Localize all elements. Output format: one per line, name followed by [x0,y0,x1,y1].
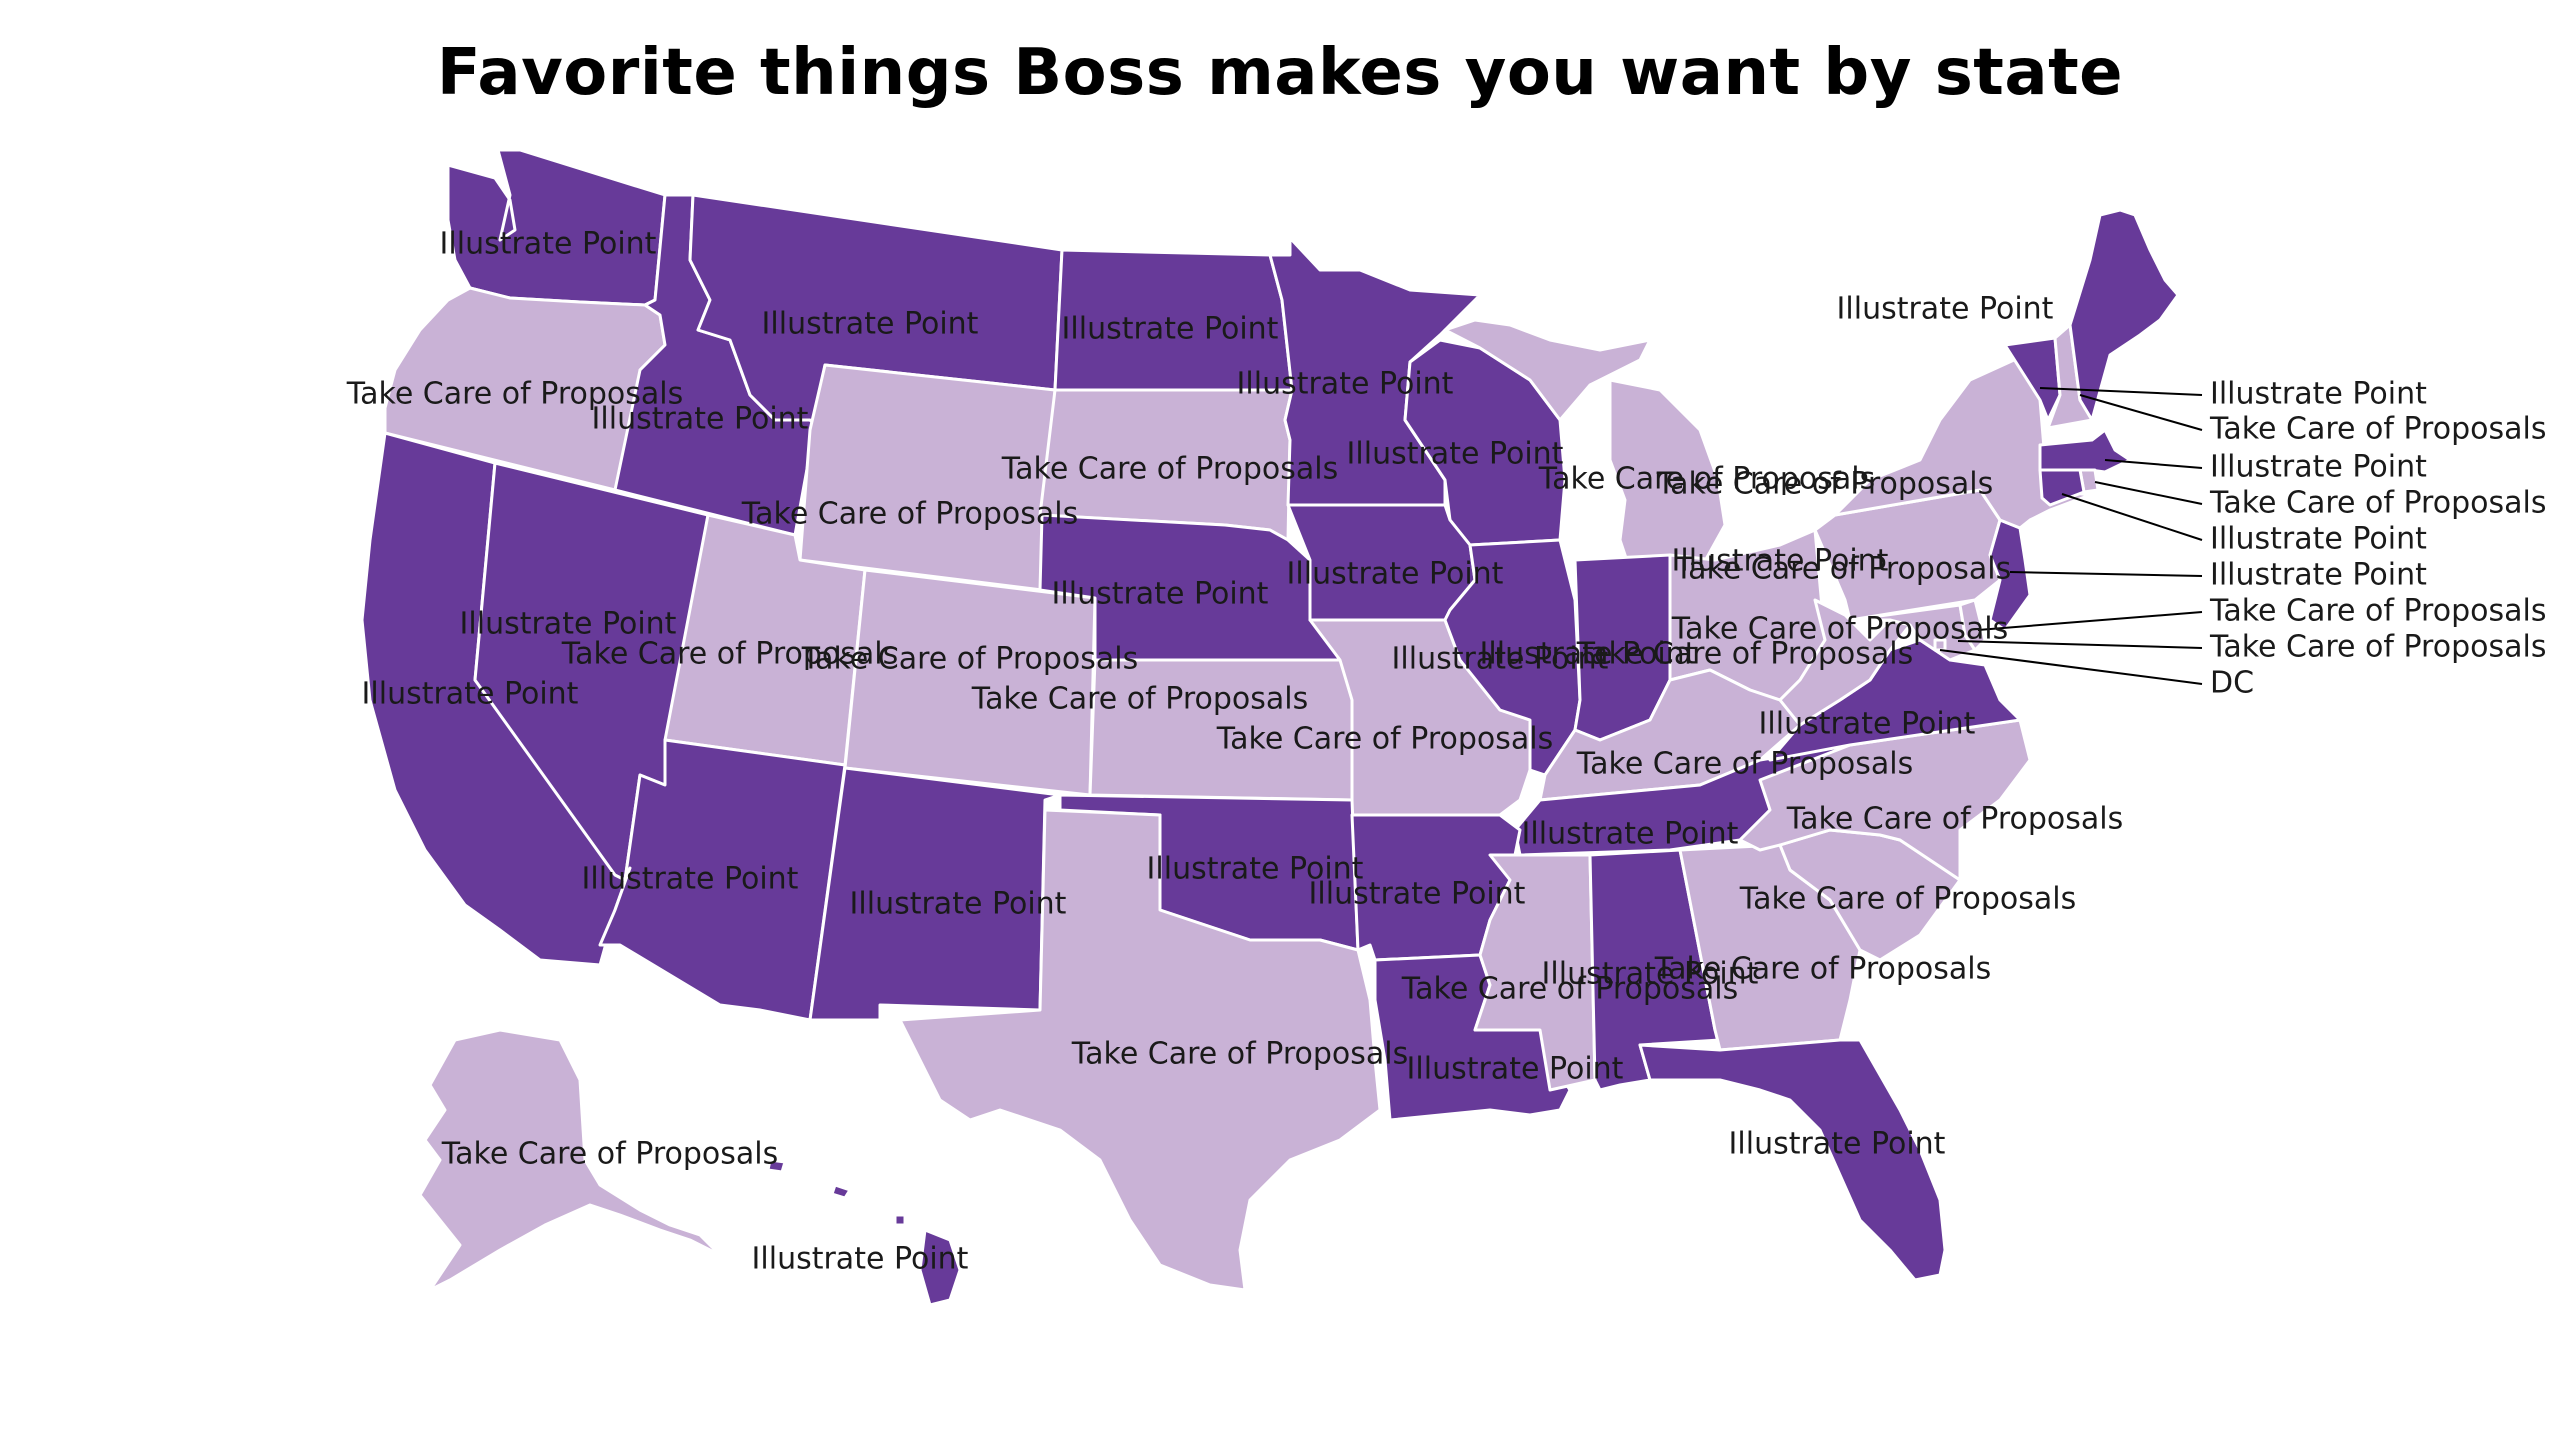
state-label-hi: Illustrate Point [752,1242,969,1277]
state-label-oh: Take Care of Proposals [1576,637,1913,672]
state-label-ak: Take Care of Proposals [441,1137,778,1172]
callout-line-de [1977,611,2203,631]
callout-label-ma: Illustrate Point [2210,450,2427,485]
callout-lines [1939,387,2203,685]
state-label-ca: Illustrate Point [362,677,579,712]
state-ma[interactable] [2038,428,2132,474]
state-label-ks: Take Care of Proposals [971,682,1308,717]
state-nj[interactable] [1988,518,2032,632]
state-label-ky: Take Care of Proposals [1576,747,1913,782]
state-shapes [360,148,2180,1307]
callout-label-ri: Take Care of Proposals [2209,486,2546,521]
state-label-wv: Take Care of Proposals [1671,612,2008,647]
state-label-tx: Take Care of Proposals [1071,1037,1408,1072]
state-label-ny: Take Care of Proposals [1538,462,1875,497]
state-hi[interactable] [766,1158,962,1307]
callout-line-md [1957,640,2203,649]
state-fl[interactable] [1638,1038,1947,1282]
state-label-co: Take Care of Proposals [801,642,1138,677]
callout-line-ct [2061,493,2203,541]
state-ak[interactable] [418,1028,722,1292]
state-label-nv: Illustrate Point [460,607,677,642]
state-label-wy: Take Care of Proposals [741,497,1078,532]
state-label-ms: Take Care of Proposals [1401,972,1738,1007]
state-label-ia: Illustrate Point [1287,557,1504,592]
callout-label-nj: Illustrate Point [2210,558,2427,593]
state-label-wi: Illustrate Point [1347,437,1564,472]
state-label-id: Illustrate Point [592,402,809,437]
state-label-mi: Take Care of Proposals [1656,467,1993,502]
state-label-sd: Take Care of Proposals [1001,452,1338,487]
callout-label-dc: DC [2210,666,2254,701]
state-nm[interactable] [808,766,1062,1022]
callout-line-nh [2079,394,2203,431]
state-label-mo: Take Care of Proposals [1216,722,1553,757]
state-label-nm: Illustrate Point [850,887,1067,922]
state-label-il: Illustrate Point [1392,642,1609,677]
state-label-ok: Illustrate Point [1147,852,1364,887]
callout-label-nh: Take Care of Proposals [2209,412,2546,447]
state-label-mt: Illustrate Point [762,307,979,342]
state-label-sc: Take Care of Proposals [1739,882,2076,917]
state-label-ga: Take Care of Proposals [1654,952,1991,987]
callout-line-vt [2039,387,2203,396]
state-label-az: Illustrate Point [582,862,799,897]
state-label-ut: Take Care of Proposals [561,637,898,672]
state-label-pa: Take Care of Proposals [1674,552,2011,587]
state-label-nd: Illustrate Point [1062,312,1279,347]
callout-label-ct: Illustrate Point [2210,522,2427,557]
state-label-or: Take Care of Proposals [346,377,683,412]
callout-label-md: Take Care of Proposals [2209,630,2546,665]
callout-line-nj [2009,571,2203,577]
state-nc[interactable] [1738,718,2032,882]
map-title: Favorite things Boss makes you want by s… [436,36,2124,110]
state-ct[interactable] [2038,468,2086,507]
state-label-nj-inline: Illustrate Point [1672,544,1889,579]
callout-line-ma [2104,459,2203,469]
state-label-va: Illustrate Point [1759,707,1976,742]
state-label-ne: Illustrate Point [1052,577,1269,612]
state-label-wa: Illustrate Point [440,227,657,262]
state-label-nc: Take Care of Proposals [1786,802,2123,837]
state-tx[interactable] [898,808,1382,1292]
state-label-al: Illustrate Point [1542,957,1759,992]
state-wy[interactable] [798,363,1057,592]
callout-line-ri [2094,481,2203,505]
state-label-mn: Illustrate Point [1237,367,1454,402]
state-label-la: Illustrate Point [1407,1052,1624,1087]
state-label-fl: Illustrate Point [1729,1127,1946,1162]
callout-label-de: Take Care of Proposals [2209,594,2546,629]
state-me[interactable] [2068,208,2180,422]
callout-line-dc [1939,649,2203,685]
state-label-me: Illustrate Point [1837,292,2054,327]
state-label-tn: Illustrate Point [1522,817,1739,852]
callout-label-vt: Illustrate Point [2210,377,2427,412]
state-label-in: Illustrate Point [1480,637,1697,672]
state-label-ar: Illustrate Point [1309,877,1526,912]
